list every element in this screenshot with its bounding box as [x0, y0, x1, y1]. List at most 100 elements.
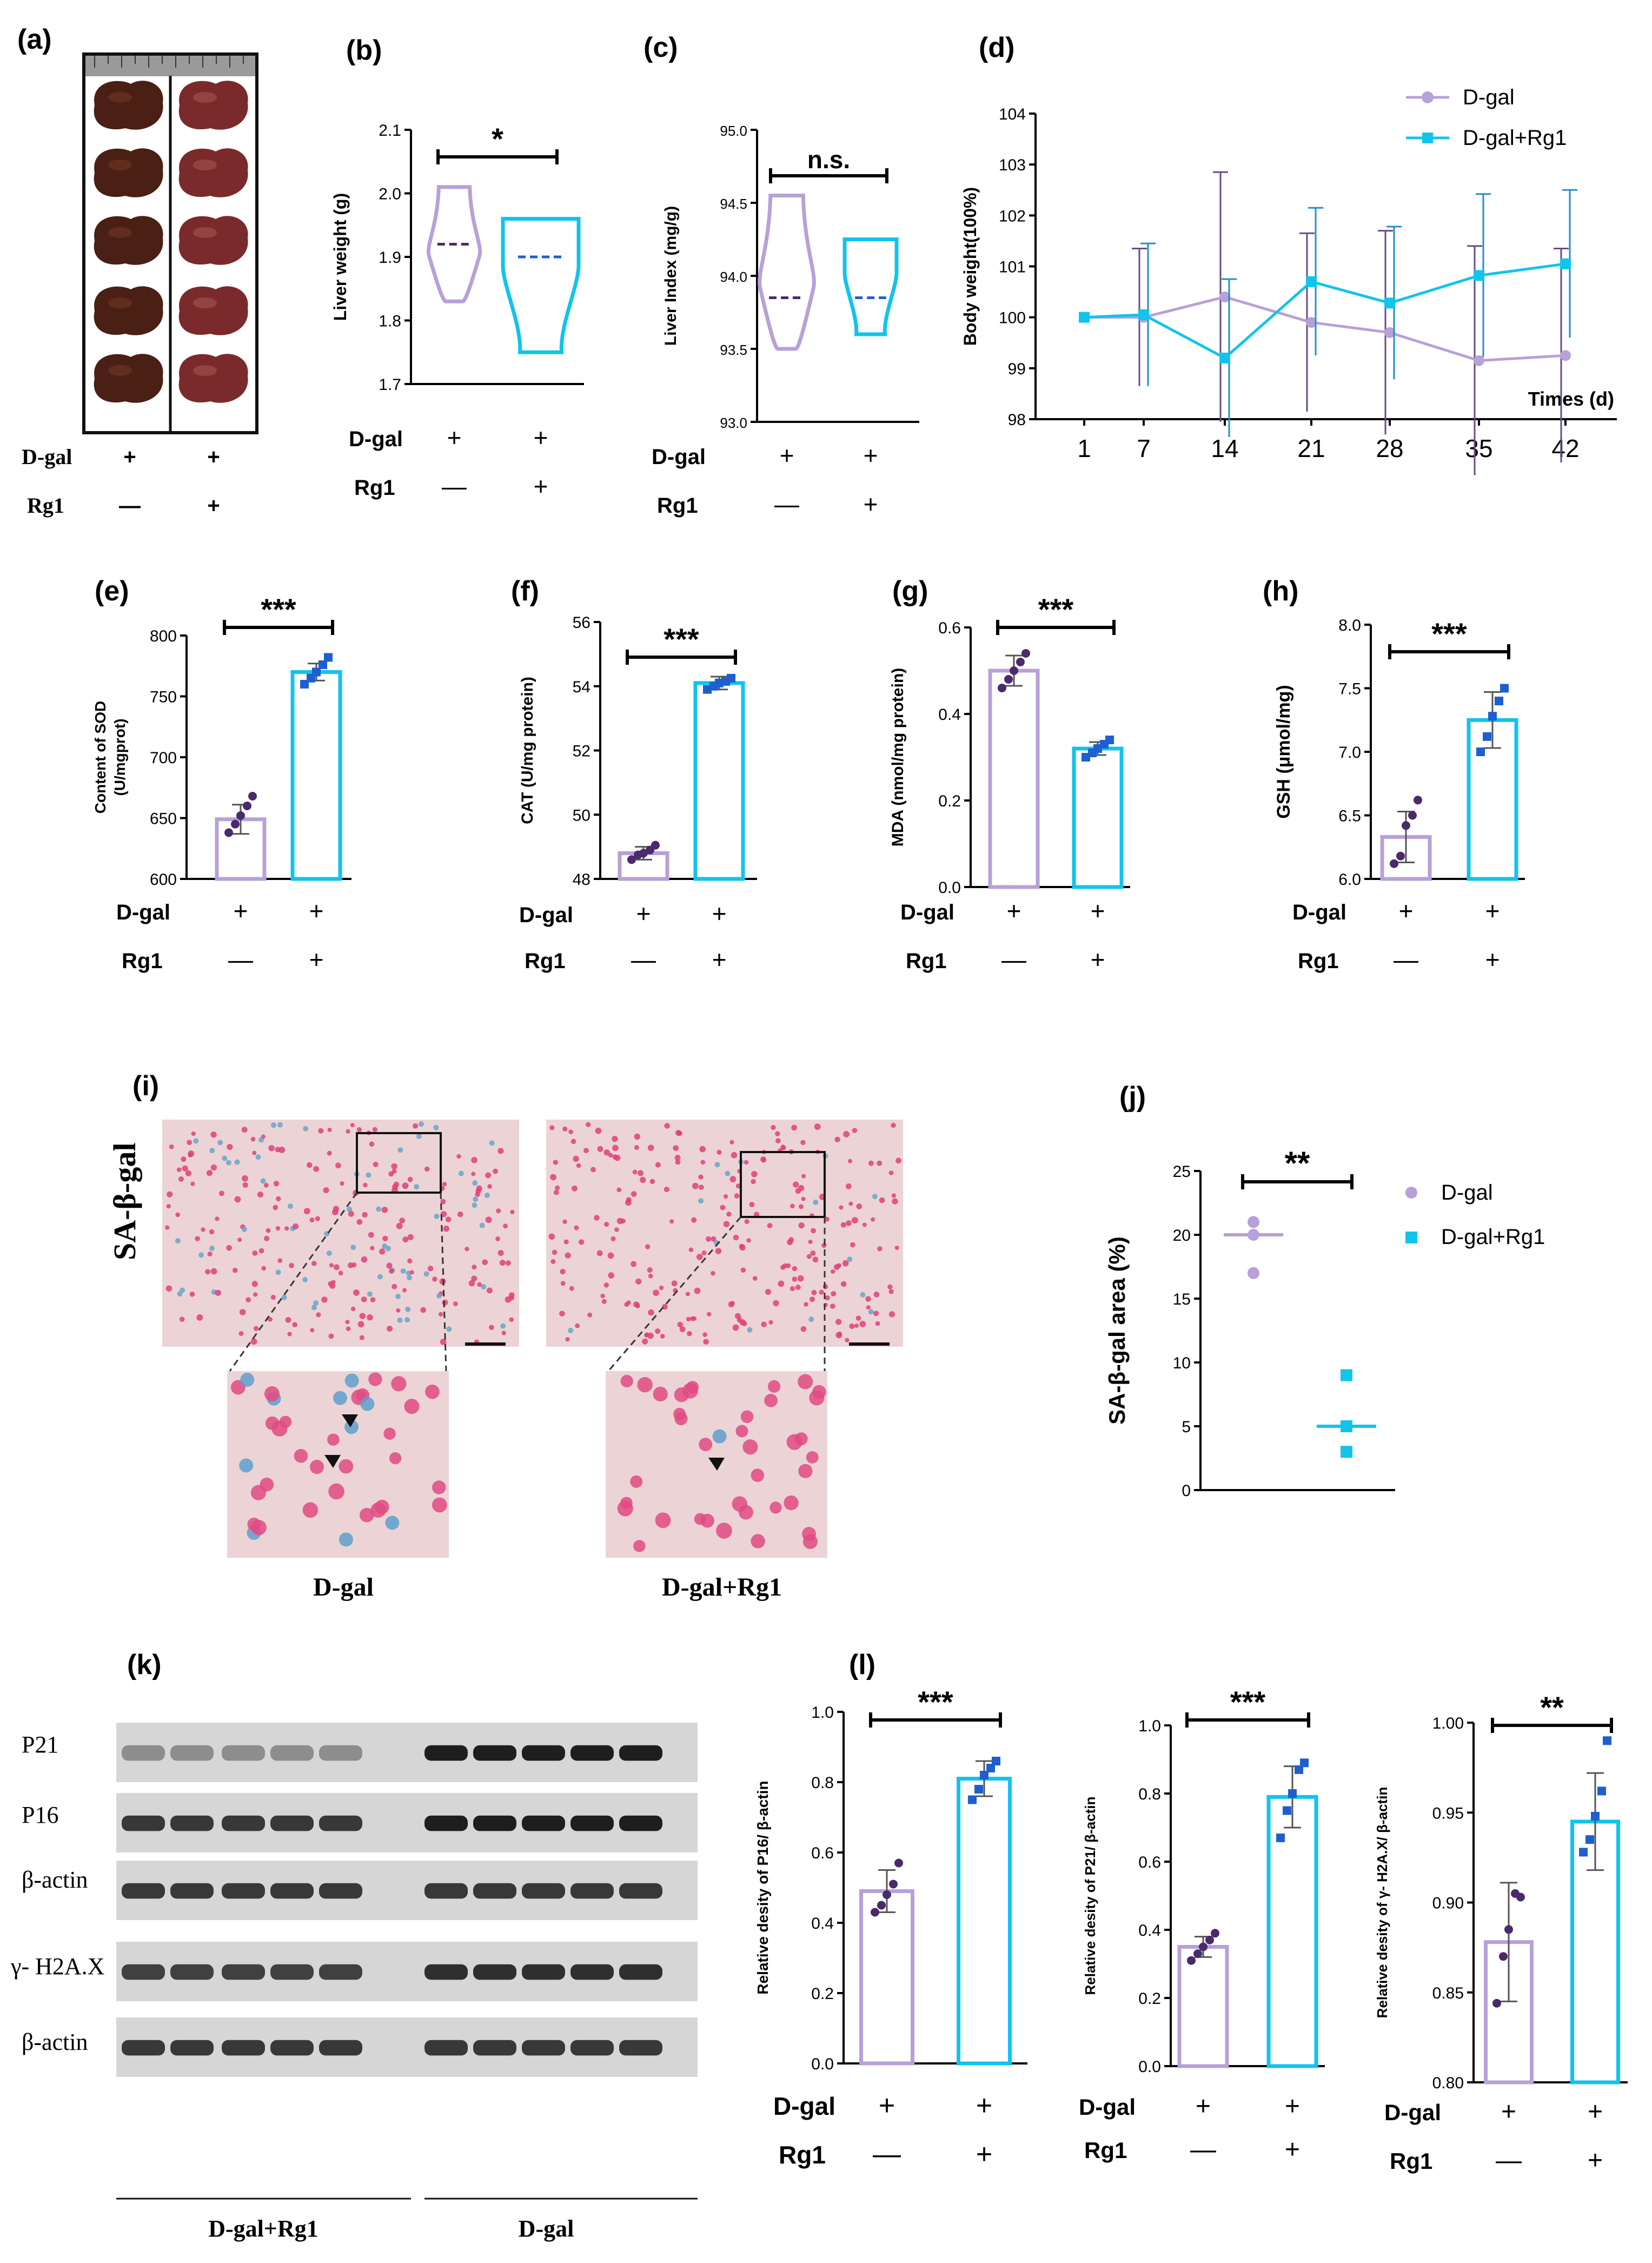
data-point: [1492, 1999, 1501, 2008]
treatment-sign: +: [976, 2090, 992, 2121]
y-tick-label: 54: [573, 678, 591, 696]
cell-nucleus: [222, 1155, 228, 1161]
blot-band: [570, 2040, 614, 2056]
arrowhead-icon: [708, 1458, 725, 1471]
liver-highlight: [108, 365, 132, 376]
liver-icon: [94, 81, 163, 130]
cell-nucleus: [363, 1182, 368, 1188]
zoom-connector-lines: [229, 1192, 826, 1372]
cell-nucleus: [698, 1185, 704, 1190]
data-point: [1488, 712, 1497, 721]
cell-nucleus: [191, 1131, 196, 1136]
data-point: [1300, 1758, 1309, 1768]
chart-gsh: 6.0 6.5 7.0 7.5 8.0 GSH (μmol/mg) *** D-gal Rg1 +…: [1273, 617, 1525, 974]
cell-nucleus: [634, 1145, 639, 1150]
chart-h2ax-density: 0.80 0.85 0.90 0.95 1.00 Relative desity of γ…: [1374, 1690, 1628, 2175]
cell-nucleus: [603, 1149, 611, 1156]
cell-nucleus: [801, 1174, 806, 1179]
ruler-ticks: [94, 56, 244, 68]
cell-nucleus: [479, 1222, 485, 1228]
cell-nucleus: [388, 1171, 394, 1177]
cell-nucleus: [843, 1130, 850, 1137]
cell-nucleus: [778, 1280, 785, 1287]
cell-nucleus: [413, 1123, 419, 1129]
blot-band: [222, 2040, 265, 2056]
violin-d-gal: [758, 194, 816, 351]
cell-nucleus: [432, 1497, 447, 1513]
chart-p21-density: 0.0 0.2 0.4 0.6 0.8 1.0 Relative desity of P21…: [1079, 1685, 1325, 2164]
blot-band: [122, 2040, 165, 2056]
data-point: [231, 819, 240, 829]
cell-nucleus: [633, 1540, 646, 1552]
blot-band: [319, 2040, 362, 2056]
cell-nucleus: [737, 1317, 742, 1323]
cell-nucleus: [856, 1203, 863, 1209]
cell-nucleus: [495, 1236, 500, 1241]
cell-nucleus: [751, 1179, 756, 1185]
blot-band: [222, 1815, 265, 1831]
cell-nucleus: [649, 1179, 655, 1185]
cell-nucleus: [677, 1321, 683, 1328]
x-tick-label: 42: [1551, 434, 1579, 462]
caption-dgal: D-gal: [313, 1573, 374, 1602]
y-tick-label: 0.0: [1138, 2058, 1161, 2076]
cell-nucleus: [477, 1282, 482, 1287]
cell-nucleus: [798, 1374, 813, 1389]
y-tick-label: 0.6: [811, 1844, 834, 1862]
cell-nucleus: [250, 1485, 267, 1500]
cell-nucleus: [335, 1162, 341, 1169]
cell-nucleus: [764, 1393, 778, 1407]
y-tick-label: 0.2: [938, 792, 961, 810]
cell-nucleus: [819, 1289, 824, 1295]
histology-image-combo: [546, 1120, 903, 1347]
liver-highlight: [108, 160, 132, 170]
cell-nucleus: [810, 1250, 816, 1256]
cell-nucleus: [227, 1143, 233, 1150]
y-tick-label: 0.85: [1432, 1984, 1464, 2002]
cell-nucleus: [744, 1160, 749, 1165]
cell-nucleus: [888, 1170, 894, 1175]
treatment-sign: +: [1485, 897, 1500, 925]
cell-nucleus: [839, 1205, 844, 1210]
cell-nucleus: [367, 1314, 373, 1321]
cell-nucleus: [275, 1226, 281, 1231]
blot-band: [170, 1815, 214, 1831]
chart-sa-beta-gal-area: 0 5 10 15 20 25 SA-β-gal area (%) ** D-gal D-gal+…: [1104, 1145, 1545, 1500]
cell-nucleus: [570, 1139, 576, 1144]
panel-label-k: (k): [127, 1649, 162, 1680]
cell-nucleus: [414, 1184, 420, 1190]
cell-nucleus: [471, 1157, 477, 1163]
treatment-sign: +: [1501, 2097, 1516, 2126]
treatment-label-dgal: D-gal: [22, 445, 72, 469]
y-tick-label: 0.2: [811, 1985, 834, 2003]
blot-label-h2ax: γ- H2A.X: [10, 1953, 104, 1980]
cell-nucleus: [664, 1123, 670, 1129]
treatment-sign: +: [207, 445, 220, 469]
treatment-sign: +: [1285, 2135, 1300, 2164]
cell-nucleus: [277, 1258, 283, 1263]
legend-marker-combo: [1422, 133, 1433, 143]
data-point: [224, 828, 233, 837]
blot-band: [222, 1964, 265, 1980]
cell-nucleus: [252, 1150, 257, 1155]
blot-band: [170, 2040, 214, 2056]
cell-nucleus: [703, 1339, 709, 1345]
cell-nucleus: [707, 1312, 712, 1316]
cell-nucleus: [614, 1227, 619, 1232]
cell-nucleus: [446, 1326, 452, 1332]
cell-nucleus: [792, 1181, 799, 1188]
cell-nucleus: [359, 1313, 366, 1319]
cell-nucleus: [258, 1248, 264, 1254]
data-point: [1579, 1848, 1588, 1857]
cell-nucleus: [465, 1247, 469, 1252]
cell-nucleus: [487, 1184, 492, 1189]
treatment-label-dgal: D-gal: [349, 427, 403, 451]
cell-nucleus: [210, 1132, 217, 1138]
treatment-sign: +: [309, 897, 324, 925]
cell-nucleus: [552, 1249, 558, 1255]
cell-nucleus: [218, 1190, 224, 1196]
data-point: [1079, 312, 1090, 323]
cell-nucleus: [436, 1293, 442, 1299]
cell-nucleus: [653, 1289, 659, 1296]
cell-nucleus: [692, 1182, 699, 1189]
